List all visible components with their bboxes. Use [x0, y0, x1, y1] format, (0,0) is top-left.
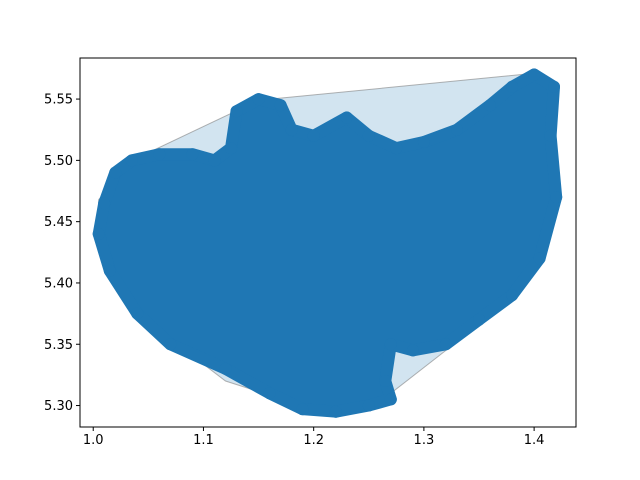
scatter-point: [406, 344, 419, 357]
scatter-point: [340, 111, 353, 124]
y-tick-label: 5.50: [44, 154, 73, 169]
scatter-point: [263, 387, 276, 400]
scatter-point: [164, 338, 177, 351]
x-tick-label: 1.2: [303, 433, 324, 448]
scatter-point: [439, 338, 452, 351]
scatter-point: [528, 68, 541, 81]
scatter-point: [362, 129, 375, 142]
y-tick-label: 5.30: [44, 399, 73, 414]
scatter-point: [379, 375, 392, 387]
scatter-point: [225, 142, 237, 155]
y-tick-label: 5.40: [44, 276, 73, 291]
scatter-point: [473, 313, 485, 326]
plot-layer: [92, 68, 563, 418]
scatter-point: [390, 142, 403, 155]
scatter-point-cloud: [92, 68, 563, 418]
y-tick-label: 5.35: [44, 338, 73, 353]
scatter-point: [131, 307, 144, 320]
scatter-point: [307, 129, 320, 142]
scatter-point: [544, 129, 557, 142]
scatter-point: [219, 362, 232, 375]
scatter-point: [506, 289, 519, 302]
scatter-point: [186, 148, 199, 161]
x-tick-label: 1.3: [414, 433, 435, 448]
scatter-point: [329, 405, 342, 418]
y-tick-label: 5.45: [44, 215, 73, 230]
x-tick-label: 1.1: [193, 433, 214, 448]
scatter-point: [362, 399, 375, 412]
scatter-point: [98, 197, 111, 210]
scatter-point: [384, 338, 397, 351]
scatter-point: [550, 191, 563, 204]
x-tick-label: 1.4: [524, 433, 545, 448]
scatter-point: [296, 403, 309, 416]
scatter-point: [252, 93, 265, 106]
scatter-point: [230, 105, 243, 118]
scatter-point: [285, 123, 298, 136]
scatter-point: [506, 80, 519, 93]
x-axis: 1.0 1.1 1.2 1.3 1.4: [83, 427, 545, 448]
scatter-point: [109, 166, 122, 179]
scatter-point: [484, 99, 496, 112]
scatter-point: [274, 99, 287, 112]
x-tick-label: 1.0: [83, 433, 104, 448]
scatter-point: [548, 80, 560, 93]
scatter-point: [125, 154, 138, 167]
axes-frame: [79, 57, 577, 428]
scatter-point: [153, 148, 166, 161]
scatter-point: [417, 136, 430, 148]
scatter-point: [384, 393, 397, 406]
y-tick-label: 5.55: [44, 93, 73, 108]
scatter-point: [103, 264, 116, 277]
scatter-point: [92, 227, 105, 240]
scatter-point: [451, 123, 463, 136]
scatter-point: [533, 252, 546, 265]
scatter-point: [208, 154, 221, 167]
y-axis: 5.30 5.35 5.40 5.45 5.50 5.55: [44, 93, 80, 414]
